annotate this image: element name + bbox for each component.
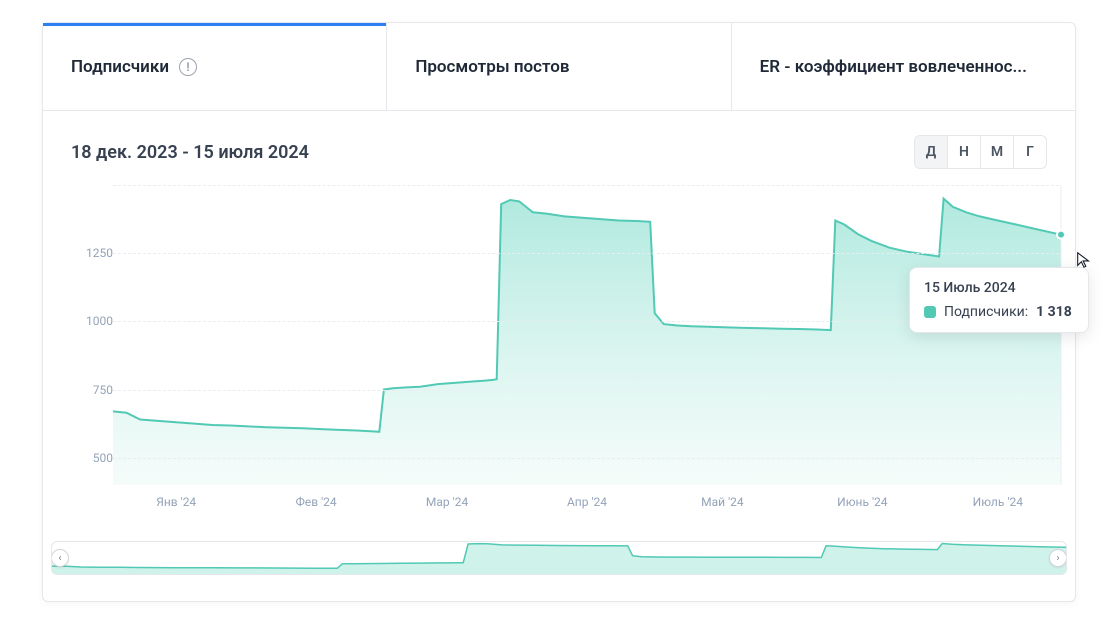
- cursor-icon: [1075, 251, 1093, 269]
- info-icon[interactable]: !: [179, 58, 197, 76]
- chevron-right-icon: ›: [1056, 553, 1059, 564]
- tab-1[interactable]: Просмотры постов: [387, 23, 731, 110]
- x-tick-label: Июль '24: [973, 495, 1023, 509]
- x-tick-label: Мар '24: [426, 495, 468, 509]
- x-tick-label: Май '24: [701, 495, 744, 509]
- y-tick-label: 500: [61, 451, 113, 465]
- chevron-left-icon: ‹: [58, 553, 61, 564]
- gridline-top: [113, 185, 1059, 186]
- tab-label: Подписчики: [71, 57, 169, 77]
- navigator-handle-right[interactable]: ›: [1049, 549, 1067, 567]
- date-range: 18 дек. 2023 - 15 июля 2024: [71, 142, 309, 163]
- x-tick-label: Фев '24: [296, 495, 337, 509]
- x-tick-label: Июнь '24: [837, 495, 887, 509]
- tooltip-series-label: Подписчики:: [944, 304, 1028, 320]
- tooltip-series-row: Подписчики: 1 318: [924, 304, 1074, 320]
- y-tick-label: 1250: [61, 246, 113, 260]
- tab-0[interactable]: Подписчики!: [43, 23, 387, 110]
- x-tick-label: Янв '24: [156, 495, 196, 509]
- metric-tabs: Подписчики! Просмотры постов ER - коэффици…: [43, 23, 1075, 111]
- analytics-card: Подписчики! Просмотры постов ER - коэффици…: [42, 22, 1076, 602]
- gridline: [113, 390, 1059, 391]
- chart-area-fill: [113, 199, 1061, 485]
- chart-tooltip: 15 Июль 2024 Подписчики: 1 318: [909, 267, 1089, 333]
- y-tick-label: 1000: [61, 314, 113, 328]
- tab-2[interactable]: ER - коэффициент вовлеченнос...: [732, 23, 1075, 110]
- tooltip-value: 1 318: [1036, 304, 1072, 320]
- sub-header: 18 дек. 2023 - 15 июля 2024 ДНМГ: [43, 111, 1075, 169]
- y-tick-label: 750: [61, 383, 113, 397]
- period-btn-Г[interactable]: Г: [1013, 135, 1047, 169]
- navigator-area: [52, 544, 1067, 575]
- tooltip-swatch: [924, 306, 936, 318]
- navigator-svg: [52, 542, 1067, 574]
- tab-label: Просмотры постов: [415, 57, 569, 77]
- tooltip-date: 15 Июль 2024: [924, 280, 1074, 296]
- period-btn-М[interactable]: М: [980, 135, 1014, 169]
- period-btn-Н[interactable]: Н: [947, 135, 981, 169]
- followers-chart: 15 Июль 2024 Подписчики: 1 318 500750100…: [51, 185, 1067, 515]
- x-tick-label: Апр '24: [567, 495, 607, 509]
- chart-navigator[interactable]: ‹ ›: [51, 541, 1067, 575]
- gridline: [113, 253, 1059, 254]
- chart-svg: [51, 185, 1069, 515]
- hover-marker: [1057, 231, 1065, 239]
- period-btn-Д[interactable]: Д: [914, 135, 948, 169]
- tab-label: ER - коэффициент вовлеченнос...: [760, 57, 1027, 77]
- gridline: [113, 458, 1059, 459]
- navigator-handle-left[interactable]: ‹: [51, 549, 69, 567]
- period-toggle: ДНМГ: [914, 135, 1047, 169]
